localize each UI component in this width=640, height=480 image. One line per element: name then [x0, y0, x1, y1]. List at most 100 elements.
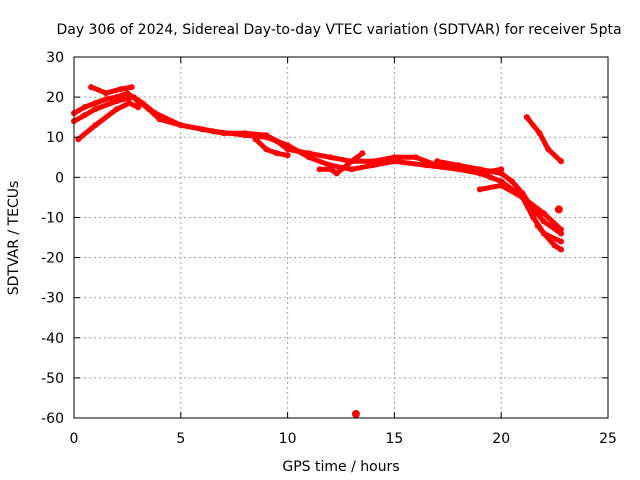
data-point — [348, 166, 355, 173]
data-point — [540, 218, 547, 225]
data-point — [128, 84, 135, 91]
x-axis-label: GPS time / hours — [282, 459, 399, 475]
data-point — [88, 84, 95, 91]
series-track-10 — [534, 222, 565, 253]
data-point — [92, 100, 99, 107]
data-point — [103, 96, 110, 103]
data-point — [284, 142, 291, 149]
data-point — [263, 146, 270, 153]
data-point — [554, 205, 563, 214]
data-point — [540, 230, 547, 237]
y-tick-label: -20 — [41, 251, 64, 267]
data-point — [177, 122, 184, 129]
data-point — [391, 158, 398, 165]
data-point — [498, 166, 505, 173]
data-point — [476, 170, 483, 177]
data-point — [455, 162, 462, 169]
data-point — [536, 130, 543, 137]
y-tick-label: 10 — [46, 130, 64, 146]
y-tick-label: 30 — [46, 50, 64, 66]
series-track — [535, 223, 564, 252]
series-track — [524, 114, 564, 164]
series-track-6 — [316, 150, 366, 177]
data-point — [92, 122, 99, 129]
y-tick-labels: 30 20 10 0 -10 -20 -30 -40 -50 -60 — [41, 50, 64, 427]
series-track — [253, 136, 291, 158]
data-point — [327, 166, 334, 173]
x-tick-label: 25 — [599, 431, 617, 447]
data-point — [81, 104, 88, 111]
series-track — [71, 90, 564, 236]
data-point — [273, 150, 280, 157]
data-point — [333, 170, 340, 177]
data-point — [81, 112, 88, 119]
data-point — [241, 132, 248, 139]
data-point — [558, 238, 565, 245]
data-point — [209, 128, 216, 135]
data-point — [508, 178, 515, 185]
series-layer — [71, 84, 565, 418]
data-point — [558, 158, 565, 165]
x-tick-label: 5 — [176, 431, 185, 447]
series-track — [88, 84, 135, 96]
data-point — [545, 146, 552, 153]
data-point — [487, 174, 494, 181]
data-point — [534, 222, 541, 229]
data-point — [305, 154, 312, 161]
data-point — [551, 242, 558, 249]
axes — [73, 56, 609, 419]
data-point — [540, 210, 547, 217]
y-tick-label: 20 — [46, 90, 64, 106]
data-point — [92, 106, 99, 113]
x-tick-label: 0 — [70, 431, 79, 447]
data-point — [351, 409, 360, 418]
data-point — [284, 152, 291, 159]
data-point — [348, 158, 355, 165]
data-point — [558, 226, 565, 233]
grid — [74, 57, 608, 418]
series-isolated-b — [351, 409, 360, 418]
series-track-1 — [71, 90, 565, 237]
data-point — [498, 182, 505, 189]
x-tick-label: 10 — [279, 431, 297, 447]
data-point — [523, 114, 530, 121]
plot-frame — [73, 56, 609, 419]
data-point — [75, 136, 82, 143]
series-track-9 — [523, 114, 565, 165]
data-point — [316, 166, 323, 173]
series-track-3 — [75, 100, 142, 143]
data-point — [117, 86, 124, 93]
y-tick-label: -30 — [41, 291, 64, 307]
data-point — [359, 150, 366, 157]
data-point — [113, 98, 120, 105]
data-point — [558, 246, 565, 253]
y-tick-label: -50 — [41, 371, 64, 387]
y-tick-label: 0 — [55, 170, 64, 186]
data-point — [130, 94, 137, 101]
data-point — [423, 162, 430, 169]
data-point — [135, 104, 142, 111]
x-tick-label: 15 — [385, 431, 403, 447]
data-point — [139, 100, 146, 107]
series-track-5 — [252, 136, 291, 159]
y-tick-label: -60 — [41, 411, 64, 427]
series-track-8 — [476, 182, 565, 233]
series-track — [434, 158, 504, 176]
series-isolated-a — [554, 205, 563, 214]
y-tick-label: -10 — [41, 210, 64, 226]
x-tick-labels: 0 5 10 15 20 25 — [70, 431, 617, 447]
series-track-7 — [434, 158, 505, 177]
data-point — [126, 100, 133, 107]
series-track-4 — [88, 84, 135, 97]
x-tick-label: 20 — [492, 431, 510, 447]
data-point — [252, 136, 259, 143]
data-point — [152, 110, 159, 117]
chart-title: Day 306 of 2024, Sidereal Day-to-day VTE… — [56, 22, 621, 38]
data-point — [113, 106, 120, 113]
data-point — [519, 194, 526, 201]
data-point — [412, 154, 419, 161]
data-point — [327, 154, 334, 161]
data-point — [434, 158, 441, 165]
data-point — [263, 134, 270, 141]
